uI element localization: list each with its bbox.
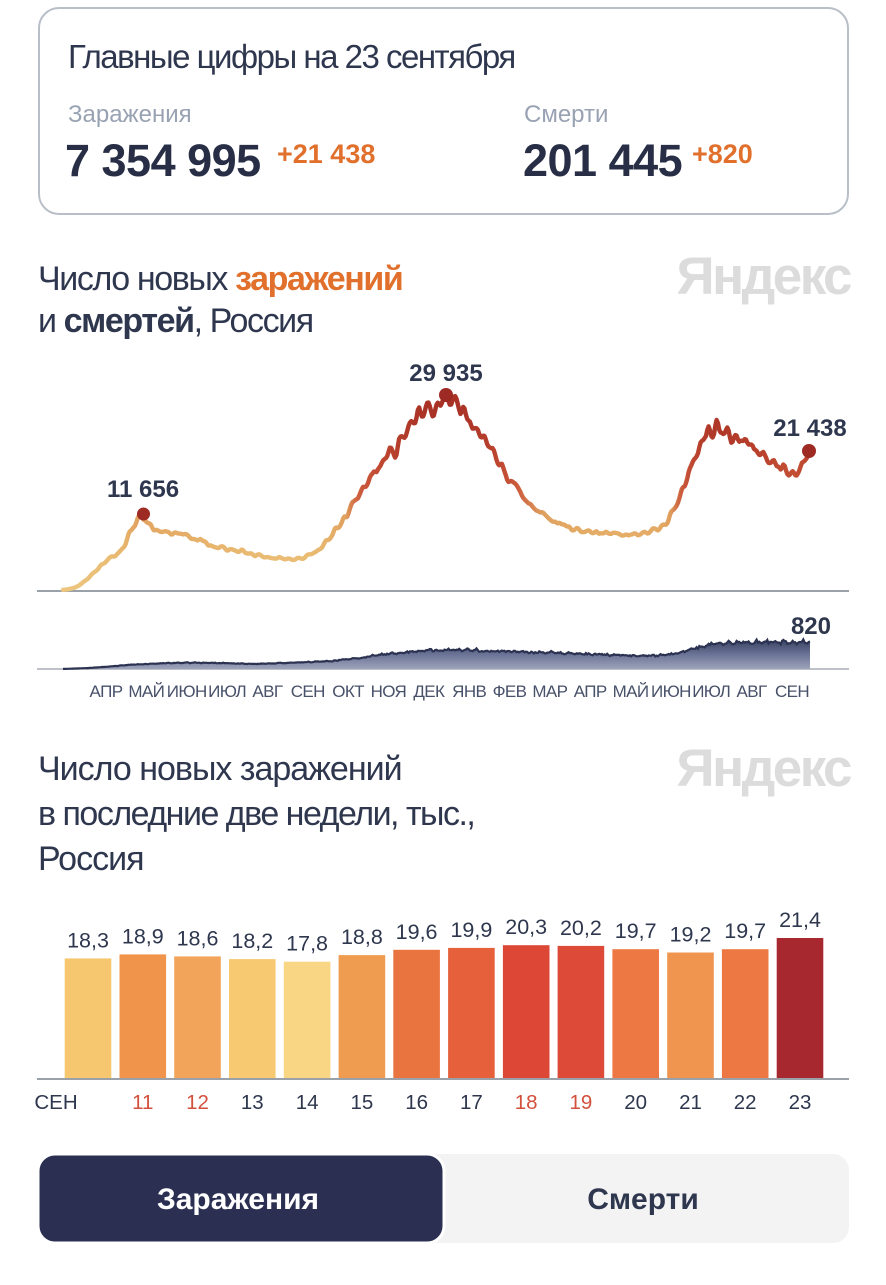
svg-text:Число новых заражений: Число новых заражений	[38, 260, 402, 298]
svg-text:АВГ: АВГ	[252, 682, 282, 701]
svg-text:Яндекс: Яндекс	[676, 739, 851, 798]
svg-text:18: 18	[515, 1091, 538, 1114]
svg-text:14: 14	[296, 1091, 319, 1114]
svg-text:СЕН: СЕН	[34, 1091, 77, 1114]
svg-text:16: 16	[405, 1091, 428, 1114]
svg-text:Яндекс: Яндекс	[676, 247, 851, 306]
svg-text:19,2: 19,2	[670, 923, 712, 947]
svg-text:22: 22	[734, 1091, 757, 1114]
svg-text:АВГ: АВГ	[737, 682, 767, 701]
svg-text:18,6: 18,6	[177, 926, 219, 950]
svg-text:19,7: 19,7	[724, 919, 766, 943]
svg-text:20: 20	[624, 1091, 647, 1114]
svg-text:Смерти: Смерти	[524, 101, 608, 128]
svg-text:19,9: 19,9	[450, 918, 492, 942]
svg-text:13: 13	[241, 1091, 264, 1114]
svg-text:15: 15	[350, 1091, 373, 1114]
svg-text:МАЙ: МАЙ	[128, 682, 164, 701]
svg-text:АПР: АПР	[90, 682, 123, 701]
svg-text:17: 17	[460, 1091, 483, 1114]
svg-text:12: 12	[186, 1091, 209, 1114]
svg-text:МАЙ: МАЙ	[613, 682, 649, 701]
svg-text:Заражения: Заражения	[68, 101, 192, 128]
svg-text:в последние две недели, тыс.,: в последние две недели, тыс.,	[38, 795, 474, 833]
svg-text:11: 11	[132, 1091, 153, 1114]
svg-text:29 935: 29 935	[409, 360, 482, 387]
svg-text:21 438: 21 438	[773, 415, 846, 442]
svg-text:21,4: 21,4	[779, 908, 821, 932]
svg-text:20,3: 20,3	[505, 915, 547, 939]
svg-text:11 656: 11 656	[107, 476, 179, 503]
svg-text:ФЕВ: ФЕВ	[493, 682, 527, 701]
svg-text:23: 23	[789, 1091, 812, 1114]
svg-text:ИЮЛ: ИЮЛ	[208, 682, 246, 701]
svg-text:ИЮН: ИЮН	[651, 682, 691, 701]
svg-text:ИЮН: ИЮН	[167, 682, 207, 701]
svg-text:+21 438: +21 438	[277, 139, 375, 169]
svg-text:18,9: 18,9	[122, 924, 164, 948]
svg-text:НОЯ: НОЯ	[371, 682, 407, 701]
svg-text:СЕН: СЕН	[775, 682, 809, 701]
svg-text:Россия: Россия	[38, 840, 144, 878]
svg-text:18,3: 18,3	[67, 928, 109, 952]
svg-text:Число новых заражений: Число новых заражений	[38, 750, 402, 788]
svg-text:19: 19	[569, 1091, 592, 1114]
svg-text:Смерти: Смерти	[587, 1183, 699, 1216]
svg-text:201 445: 201 445	[523, 135, 682, 186]
svg-text:820: 820	[791, 613, 831, 640]
svg-text:ЯНВ: ЯНВ	[452, 682, 486, 701]
svg-text:17,8: 17,8	[286, 932, 328, 956]
svg-text:7 354 995: 7 354 995	[65, 135, 261, 186]
svg-text:Главные цифры на 23 сентября: Главные цифры на 23 сентября	[68, 38, 515, 75]
svg-text:ИЮЛ: ИЮЛ	[692, 682, 730, 701]
svg-text:АПР: АПР	[574, 682, 607, 701]
svg-text:19,6: 19,6	[396, 920, 438, 944]
svg-text:+820: +820	[692, 139, 753, 169]
svg-text:ОКТ: ОКТ	[332, 682, 364, 701]
svg-text:18,8: 18,8	[341, 925, 383, 949]
svg-text:21: 21	[679, 1091, 702, 1114]
svg-text:ДЕК: ДЕК	[413, 682, 445, 701]
svg-text:20,2: 20,2	[560, 916, 602, 940]
svg-text:Заражения: Заражения	[157, 1183, 319, 1216]
svg-text:19,7: 19,7	[615, 919, 657, 943]
svg-text:18,2: 18,2	[231, 929, 273, 953]
svg-text:МАР: МАР	[532, 682, 567, 701]
svg-text:и смертей, Россия: и смертей, Россия	[38, 302, 313, 340]
svg-text:СЕН: СЕН	[291, 682, 325, 701]
